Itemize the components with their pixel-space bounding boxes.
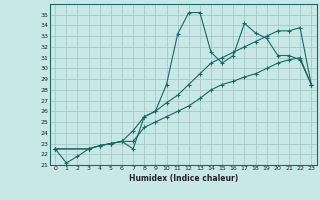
- X-axis label: Humidex (Indice chaleur): Humidex (Indice chaleur): [129, 174, 238, 183]
